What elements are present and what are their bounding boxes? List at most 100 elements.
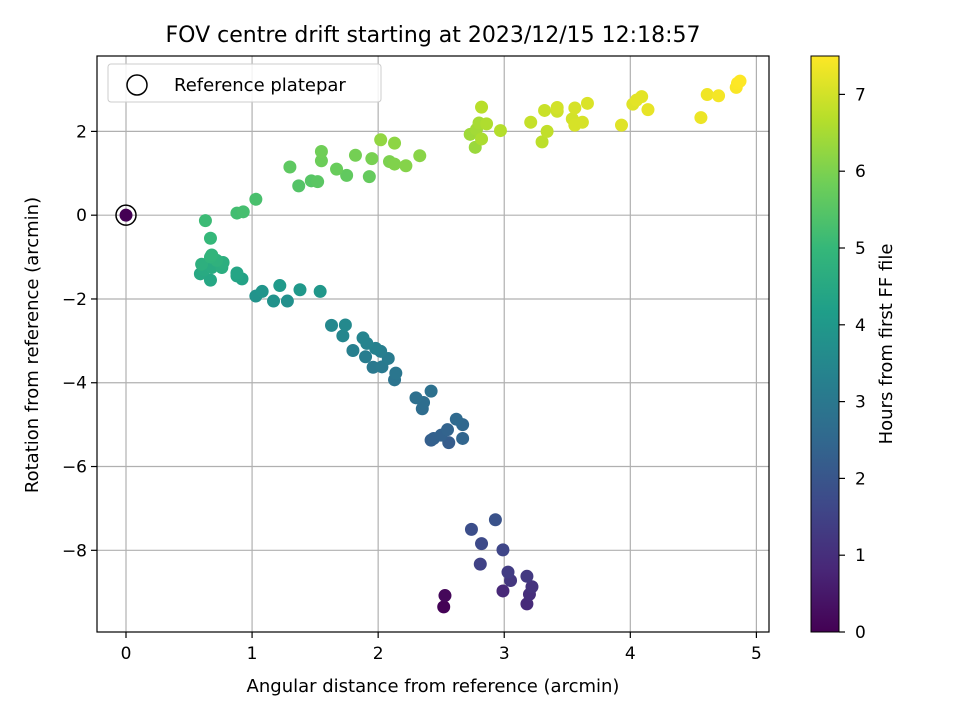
y-tick-label: 0 bbox=[76, 206, 87, 226]
data-point bbox=[409, 391, 423, 405]
data-point bbox=[496, 543, 510, 557]
y-axis-label: Rotation from reference (arcmin) bbox=[22, 197, 43, 493]
data-point bbox=[283, 160, 297, 174]
data-point bbox=[389, 366, 403, 380]
data-point bbox=[340, 168, 354, 182]
data-point bbox=[575, 115, 589, 129]
data-point bbox=[330, 162, 344, 176]
data-point bbox=[473, 557, 487, 571]
data-point bbox=[550, 101, 564, 115]
legend-label: Reference platepar bbox=[174, 75, 346, 96]
data-point bbox=[203, 231, 217, 245]
legend-marker-icon bbox=[126, 74, 148, 96]
data-point bbox=[475, 537, 489, 551]
y-tick-label: 2 bbox=[76, 122, 87, 142]
data-point bbox=[336, 329, 350, 343]
data-point bbox=[314, 145, 328, 159]
colorbar-tick-label: 7 bbox=[855, 85, 866, 105]
data-point bbox=[293, 283, 307, 297]
data-point bbox=[475, 100, 489, 114]
data-point bbox=[374, 133, 388, 147]
colorbar-tick-label: 2 bbox=[855, 469, 866, 489]
data-point bbox=[413, 149, 427, 163]
data-point bbox=[273, 279, 287, 293]
data-point bbox=[694, 111, 708, 125]
data-point bbox=[424, 384, 438, 398]
colorbar-tick-label: 1 bbox=[855, 546, 866, 566]
data-point bbox=[255, 284, 269, 298]
data-point bbox=[399, 159, 413, 173]
data-point bbox=[388, 136, 402, 150]
colorbar-tick-label: 5 bbox=[855, 239, 866, 259]
data-points bbox=[115, 74, 747, 614]
data-point bbox=[614, 118, 628, 132]
data-point bbox=[535, 135, 549, 149]
legend-box bbox=[107, 63, 382, 103]
data-point bbox=[437, 600, 451, 614]
y-tick-label: −6 bbox=[62, 458, 87, 478]
grid bbox=[97, 56, 769, 632]
x-axis-label: Angular distance from reference (arcmin) bbox=[247, 676, 620, 697]
data-point bbox=[496, 584, 510, 598]
data-point bbox=[538, 103, 552, 117]
data-point bbox=[501, 565, 515, 579]
data-point bbox=[480, 117, 494, 131]
data-point bbox=[348, 148, 362, 162]
x-tick-label: 0 bbox=[121, 644, 132, 664]
data-point bbox=[195, 257, 209, 271]
colorbar: 0 1 2 3 4 5 6 7 Hours from first FF file bbox=[810, 55, 897, 643]
data-point bbox=[203, 273, 217, 287]
x-tick-label: 3 bbox=[499, 644, 510, 664]
data-point bbox=[475, 132, 489, 146]
data-point bbox=[313, 284, 327, 298]
data-point bbox=[388, 157, 402, 171]
data-point bbox=[493, 124, 507, 138]
data-point bbox=[205, 248, 219, 262]
data-point bbox=[359, 350, 373, 364]
data-point bbox=[733, 74, 747, 88]
data-point bbox=[700, 88, 714, 102]
reference-ring bbox=[115, 204, 137, 226]
data-point bbox=[338, 318, 352, 332]
legend: Reference platepar bbox=[107, 63, 382, 103]
plot-area-frame bbox=[96, 55, 770, 633]
colorbar-gradient bbox=[810, 55, 840, 633]
y-tick-label: −8 bbox=[62, 541, 87, 561]
chart-title: FOV centre drift starting at 2023/12/15 … bbox=[166, 23, 701, 48]
data-point bbox=[346, 343, 360, 357]
data-point bbox=[230, 266, 244, 280]
data-point bbox=[314, 154, 328, 168]
data-point bbox=[198, 214, 212, 228]
data-point bbox=[325, 318, 339, 332]
data-point bbox=[520, 569, 534, 583]
x-tick-label: 2 bbox=[373, 644, 384, 664]
colorbar-tick-label: 0 bbox=[855, 623, 866, 643]
data-point bbox=[712, 89, 726, 103]
data-point bbox=[362, 170, 376, 184]
colorbar-tick-label: 4 bbox=[855, 316, 866, 336]
data-point bbox=[580, 96, 594, 110]
data-point bbox=[540, 124, 554, 138]
colorbar-tick-label: 3 bbox=[855, 393, 866, 413]
x-tick-label: 5 bbox=[751, 644, 762, 664]
y-tick-label: −4 bbox=[62, 374, 87, 394]
y-tick-label: −2 bbox=[62, 290, 87, 310]
data-point bbox=[488, 513, 502, 527]
data-point bbox=[292, 179, 306, 193]
reference-point bbox=[119, 208, 133, 222]
data-point bbox=[635, 90, 649, 104]
data-point bbox=[280, 294, 294, 308]
data-point bbox=[356, 331, 370, 345]
x-tick-label: 4 bbox=[625, 644, 636, 664]
data-point bbox=[311, 175, 325, 189]
data-point bbox=[449, 412, 463, 426]
data-point bbox=[524, 115, 538, 129]
data-point bbox=[438, 589, 452, 603]
data-point bbox=[365, 152, 379, 166]
y-axis-ticks: −8 −6 −4 −2 0 2 bbox=[62, 122, 97, 561]
colorbar-label: Hours from first FF file bbox=[876, 244, 897, 445]
data-point bbox=[464, 522, 478, 536]
x-tick-label: 1 bbox=[247, 644, 258, 664]
data-point bbox=[440, 423, 454, 437]
